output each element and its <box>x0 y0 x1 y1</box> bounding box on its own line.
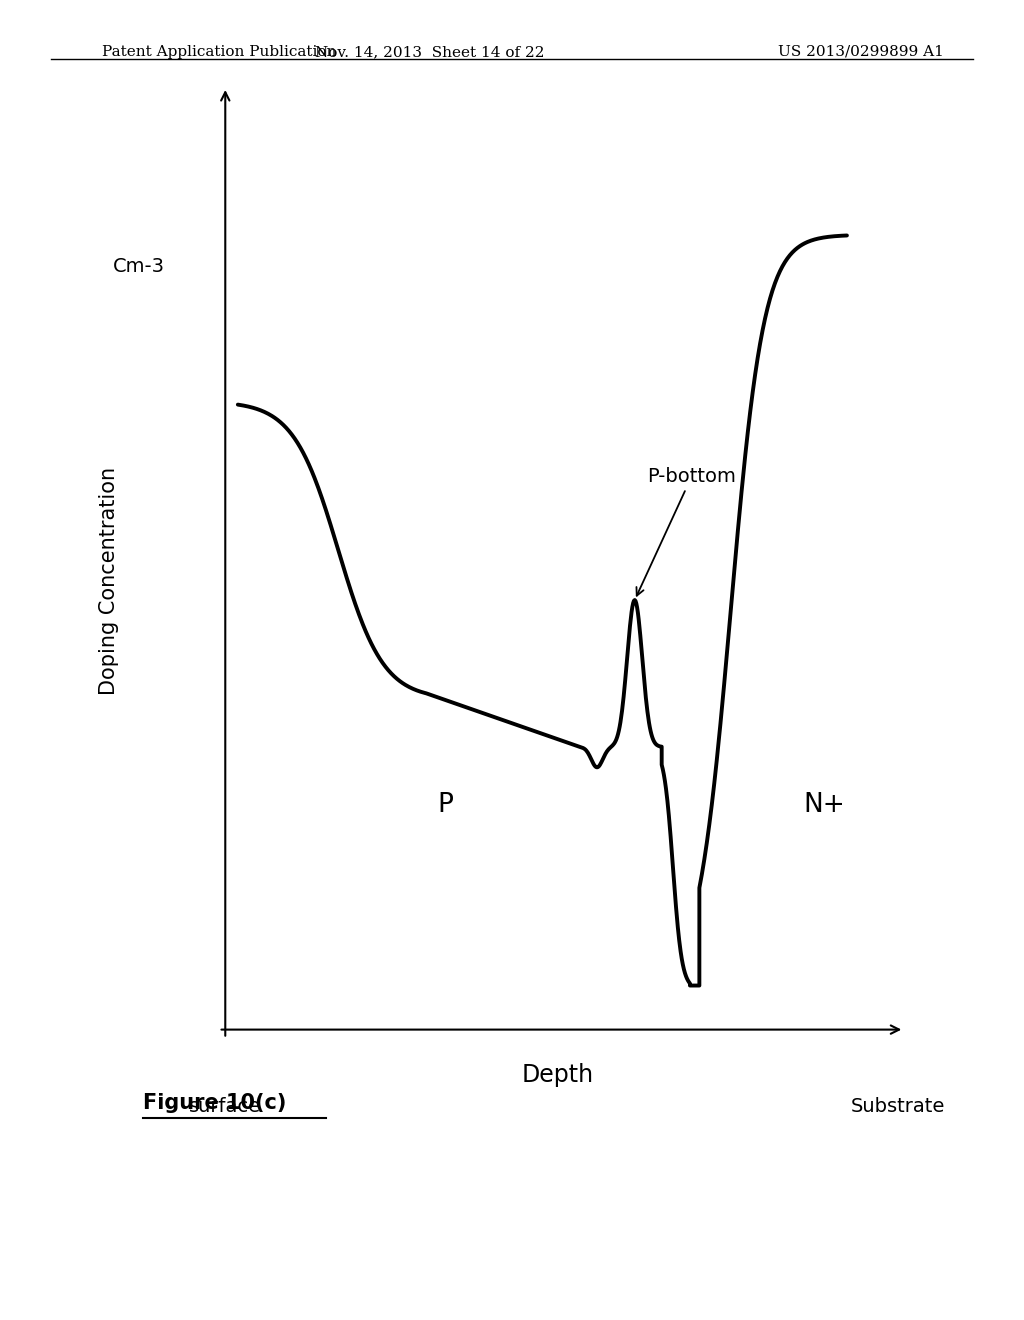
Text: Figure 10(c): Figure 10(c) <box>143 1093 287 1113</box>
Text: N+: N+ <box>804 792 845 818</box>
Text: Patent Application Publication: Patent Application Publication <box>102 45 337 59</box>
Text: US 2013/0299899 A1: US 2013/0299899 A1 <box>778 45 944 59</box>
Text: Doping Concentration: Doping Concentration <box>98 467 119 694</box>
Text: P-bottom: P-bottom <box>637 467 736 595</box>
Text: surface: surface <box>189 1097 261 1115</box>
Text: Nov. 14, 2013  Sheet 14 of 22: Nov. 14, 2013 Sheet 14 of 22 <box>315 45 545 59</box>
Text: Cm-3: Cm-3 <box>113 257 165 276</box>
Text: Substrate: Substrate <box>850 1097 945 1115</box>
Text: P: P <box>437 792 453 818</box>
Text: Depth: Depth <box>522 1063 594 1086</box>
